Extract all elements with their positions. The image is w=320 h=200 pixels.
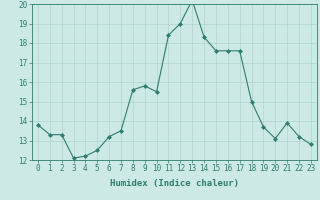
X-axis label: Humidex (Indice chaleur): Humidex (Indice chaleur): [110, 179, 239, 188]
